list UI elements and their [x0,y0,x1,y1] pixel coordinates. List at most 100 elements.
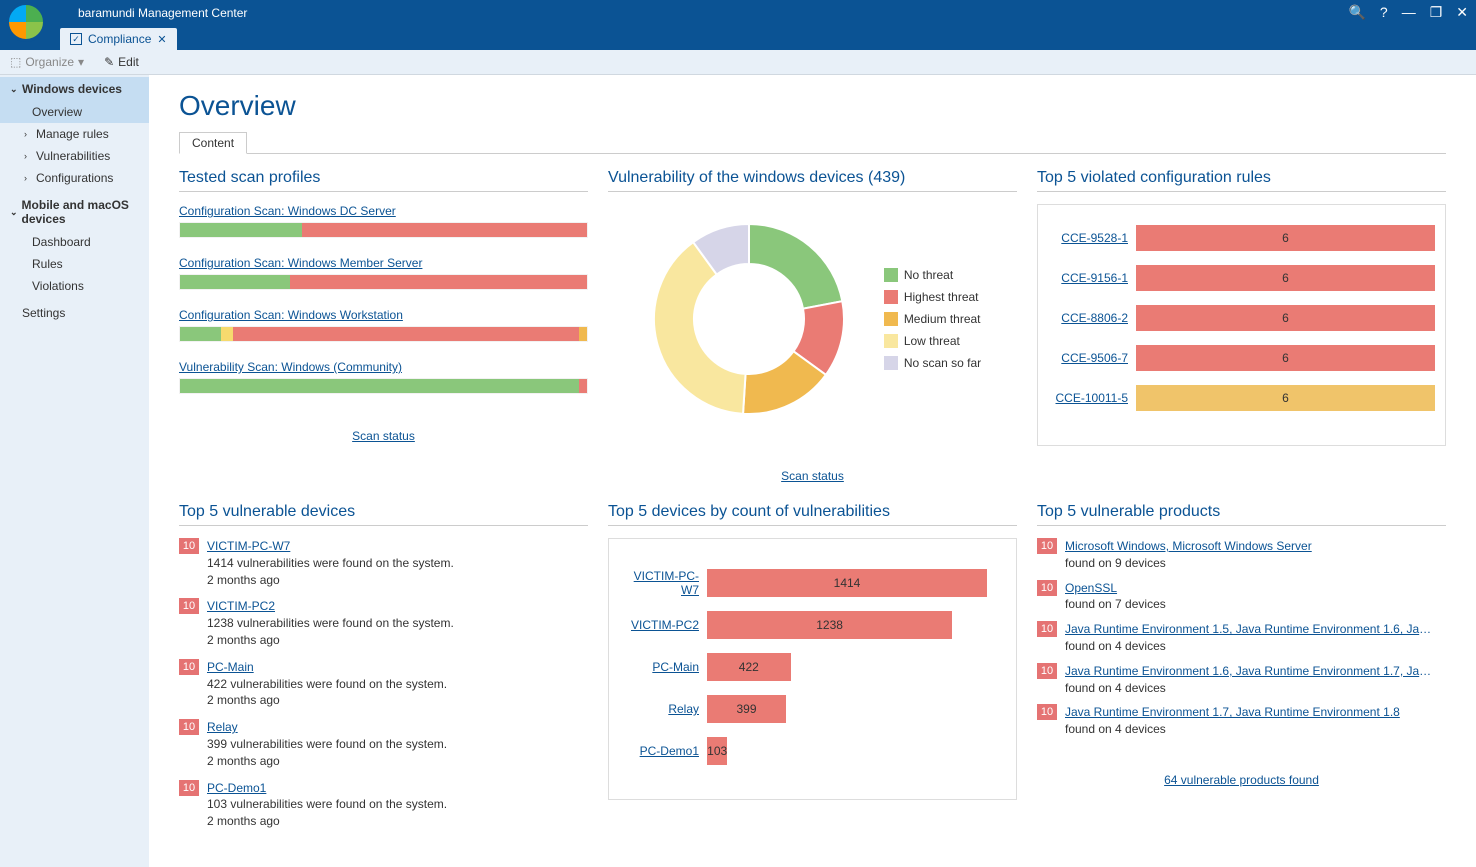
rule-link[interactable]: CCE-9156-1 [1061,271,1128,285]
panel-title: Top 5 vulnerable devices [179,503,588,526]
content-tab[interactable]: Content [179,132,247,154]
panel-title: Top 5 violated configuration rules [1037,169,1446,192]
device-desc: 1414 vulnerabilities were found on the s… [207,556,454,570]
chevron-right-icon: › [24,151,32,161]
rule-link[interactable]: CCE-9506-7 [1061,351,1128,365]
device-link[interactable]: PC-Main [207,660,254,674]
device-link[interactable]: PC-Demo1 [640,744,699,758]
sidebar-item-dashboard[interactable]: Dashboard [0,231,149,253]
help-icon[interactable]: ? [1380,4,1388,21]
legend-label: Low threat [904,334,960,348]
panel-violated-rules: Top 5 violated configuration rules CCE-9… [1037,169,1446,483]
count-bar: 422 [707,653,791,681]
product-link[interactable]: Java Runtime Environment 1.6, Java Runti… [1065,663,1435,680]
device-ago: 2 months ago [207,573,280,587]
device-link[interactable]: VICTIM-PC2 [207,599,275,613]
tab-label: Compliance [88,32,151,46]
sidebar: ⌄ Windows devices Overview ›Manage rules… [0,75,149,867]
product-link[interactable]: Java Runtime Environment 1.5, Java Runti… [1065,621,1435,638]
restore-icon[interactable]: ❐ [1430,4,1443,21]
device-link[interactable]: VICTIM-PC-W7 [207,539,290,553]
tab-compliance[interactable]: ✓ Compliance ✕ [60,28,177,50]
sidebar-item-overview[interactable]: Overview [0,101,149,123]
sidebar-group-mobile[interactable]: ⌄ Mobile and macOS devices [0,193,149,231]
legend-swatch [884,334,898,348]
device-desc: 399 vulnerabilities were found on the sy… [207,737,447,751]
panel-title: Vulnerability of the windows devices (43… [608,169,1017,192]
legend-label: No scan so far [904,356,981,370]
panel-device-count: Top 5 devices by count of vulnerabilitie… [608,503,1017,867]
organize-button[interactable]: ⬚ Organize ▾ [10,55,84,69]
tab-close-icon[interactable]: ✕ [157,33,166,46]
organize-icon: ⬚ [10,55,21,69]
device-link[interactable]: Relay [668,702,699,716]
legend-swatch [884,312,898,326]
legend-swatch [884,356,898,370]
severity-badge: 10 [1037,663,1057,679]
panel-title: Top 5 devices by count of vulnerabilitie… [608,503,1017,526]
sidebar-item-configurations[interactable]: ›Configurations [0,167,149,189]
product-link[interactable]: OpenSSL [1065,580,1166,597]
device-link[interactable]: Relay [207,720,238,734]
sidebar-item-rules[interactable]: Rules [0,253,149,275]
chevron-down-icon: ⌄ [10,84,18,95]
donut-legend: No threatHighest threatMedium threatLow … [884,260,981,378]
device-link[interactable]: VICTIM-PC2 [631,618,699,632]
edit-button[interactable]: ✎ Edit [104,55,139,69]
search-icon[interactable]: 🔍 [1348,4,1365,21]
rule-bar: 6 [1136,225,1435,251]
device-desc: 103 vulnerabilities were found on the sy… [207,797,447,811]
chevron-down-icon: ▾ [78,55,84,69]
device-ago: 2 months ago [207,814,280,828]
device-link[interactable]: PC-Main [652,660,699,674]
chevron-right-icon: › [24,129,32,139]
scan-bar [179,222,588,238]
rule-bar: 6 [1136,265,1435,291]
legend-swatch [884,290,898,304]
scan-profile-link[interactable]: Configuration Scan: Windows Workstation [179,308,403,322]
panel-vulnerable-products: Top 5 vulnerable products 10 Microsoft W… [1037,503,1446,867]
product-desc: found on 4 devices [1065,722,1166,736]
rule-bar: 6 [1136,385,1435,411]
severity-badge: 10 [1037,621,1057,637]
sidebar-group-windows[interactable]: ⌄ Windows devices [0,77,149,101]
product-desc: found on 4 devices [1065,681,1166,695]
sidebar-item-manage-rules[interactable]: ›Manage rules [0,123,149,145]
minimize-icon[interactable]: — [1402,4,1416,21]
scan-profile-link[interactable]: Vulnerability Scan: Windows (Community) [179,360,402,374]
sidebar-item-vulnerabilities[interactable]: ›Vulnerabilities [0,145,149,167]
severity-badge: 10 [179,780,199,796]
scan-status-link[interactable]: Scan status [781,469,844,483]
scan-profile-link[interactable]: Configuration Scan: Windows Member Serve… [179,256,422,270]
scan-bar [179,378,588,394]
titlebar: baramundi Management Center 🔍 ? — ❐ ✕ [0,0,1476,25]
tabbar: ✓ Compliance ✕ [0,25,1476,50]
rule-link[interactable]: CCE-10011-5 [1056,391,1128,405]
sidebar-item-settings[interactable]: Settings [0,301,149,325]
close-window-icon[interactable]: ✕ [1456,4,1468,21]
toolbar: ⬚ Organize ▾ ✎ Edit [0,50,1476,75]
device-desc: 1238 vulnerabilities were found on the s… [207,616,454,630]
legend-swatch [884,268,898,282]
rule-link[interactable]: CCE-9528-1 [1061,231,1128,245]
count-bar: 1238 [707,611,952,639]
product-link[interactable]: Java Runtime Environment 1.7, Java Runti… [1065,704,1400,721]
device-link[interactable]: PC-Demo1 [207,781,266,795]
product-desc: found on 7 devices [1065,597,1166,611]
scan-bar [179,274,588,290]
product-link[interactable]: Microsoft Windows, Microsoft Windows Ser… [1065,538,1312,555]
sidebar-item-violations[interactable]: Violations [0,275,149,297]
content-area: Overview Content Tested scan profiles Co… [149,75,1476,867]
divider [179,153,1446,154]
device-link[interactable]: VICTIM-PC-W7 [634,569,699,597]
count-bar: 399 [707,695,786,723]
app-title: baramundi Management Center [78,6,247,20]
severity-badge: 10 [1037,704,1057,720]
vulnerable-products-link[interactable]: 64 vulnerable products found [1164,773,1319,787]
scan-profile-link[interactable]: Configuration Scan: Windows DC Server [179,204,396,218]
device-desc: 422 vulnerabilities were found on the sy… [207,677,447,691]
rule-link[interactable]: CCE-8806-2 [1061,311,1128,325]
severity-badge: 10 [1037,538,1057,554]
scan-status-link[interactable]: Scan status [352,429,415,443]
legend-label: Highest threat [904,290,979,304]
